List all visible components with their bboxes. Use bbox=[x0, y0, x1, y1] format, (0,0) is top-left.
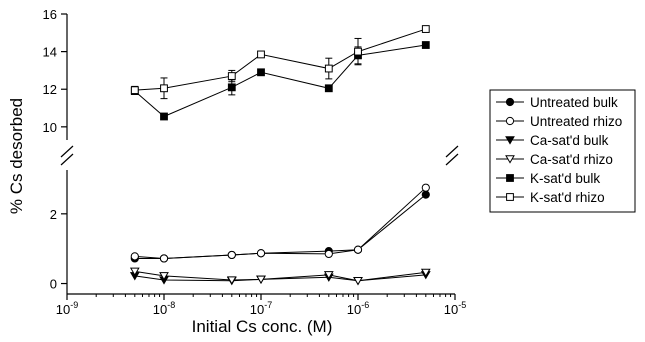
axes: 0 2 10 12 14 16 10-9 10-8 10-7 10-6 10-5 bbox=[43, 7, 467, 317]
legend-marker bbox=[505, 97, 515, 107]
right-break-mark bbox=[445, 145, 459, 158]
data-point bbox=[129, 267, 140, 276]
data-point bbox=[227, 72, 236, 80]
data-point bbox=[353, 245, 363, 254]
data-point bbox=[353, 277, 363, 286]
data-point bbox=[421, 183, 430, 192]
legend-label: Untreated rhizo bbox=[530, 114, 622, 129]
data-point bbox=[160, 112, 168, 121]
data-point bbox=[323, 271, 334, 280]
series-line bbox=[134, 28, 426, 91]
data-point bbox=[257, 68, 265, 77]
y-tick-label: 16 bbox=[43, 7, 57, 22]
legend-box bbox=[489, 89, 636, 213]
right-break-mark bbox=[445, 153, 459, 166]
data-point bbox=[160, 84, 168, 93]
y-tick-label: 10 bbox=[43, 120, 57, 135]
y-axis-title: % Cs desorbed bbox=[7, 98, 26, 214]
series-layer bbox=[129, 25, 431, 286]
series-line bbox=[134, 194, 427, 259]
x-tick-label: 10-5 bbox=[444, 300, 466, 317]
data-point bbox=[227, 83, 236, 92]
legend-marker bbox=[505, 116, 515, 126]
legend-marker bbox=[506, 193, 514, 201]
legend-label: K-sat'd rhizo bbox=[530, 190, 605, 205]
data-point bbox=[159, 272, 169, 281]
y-tick-label: 0 bbox=[50, 277, 57, 292]
y-tick-label: 12 bbox=[43, 82, 57, 97]
x-axis-title: Initial Cs conc. (M) bbox=[192, 317, 333, 336]
data-point bbox=[324, 249, 333, 259]
data-point bbox=[256, 249, 266, 258]
y-axis-break-mark bbox=[60, 153, 74, 166]
y-tick-label: 2 bbox=[50, 207, 57, 222]
data-point bbox=[420, 268, 431, 277]
data-point bbox=[354, 47, 362, 56]
legend-label: Ca-sat'd bulk bbox=[530, 133, 609, 148]
data-point bbox=[421, 41, 430, 49]
series-5 bbox=[130, 25, 430, 100]
legend-label: Untreated bulk bbox=[530, 95, 618, 110]
series-line bbox=[134, 187, 427, 259]
y-axis-break-mark bbox=[60, 145, 74, 158]
legend-marker bbox=[506, 174, 514, 182]
data-point bbox=[257, 50, 265, 59]
data-point bbox=[421, 25, 430, 33]
data-point bbox=[130, 252, 139, 261]
data-point bbox=[421, 190, 430, 199]
legend-label: Ca-sat'd rhizo bbox=[530, 152, 613, 167]
legend-marker bbox=[505, 155, 515, 164]
data-point bbox=[130, 86, 139, 95]
y-tick-label: 14 bbox=[43, 45, 57, 60]
series-line bbox=[134, 44, 426, 118]
data-point bbox=[324, 84, 333, 93]
series-0 bbox=[130, 190, 430, 263]
data-point bbox=[324, 64, 333, 73]
data-point bbox=[227, 250, 236, 260]
series-line bbox=[134, 270, 426, 282]
data-point bbox=[256, 275, 266, 284]
legend: Untreated bulk Untreated rhizo Ca-sat'd bu… bbox=[489, 89, 636, 213]
data-point bbox=[159, 254, 169, 263]
series-3 bbox=[129, 267, 431, 286]
x-tick-label: 10-9 bbox=[56, 300, 78, 317]
legend-marker bbox=[505, 136, 515, 145]
x-tick-label: 10-8 bbox=[153, 300, 175, 317]
x-tick-label: 10-7 bbox=[250, 300, 272, 317]
series-4 bbox=[130, 41, 430, 121]
data-point bbox=[226, 276, 237, 285]
x-tick-label: 10-6 bbox=[347, 300, 369, 317]
legend-label: K-sat'd bulk bbox=[530, 171, 600, 186]
series-1 bbox=[130, 183, 430, 263]
